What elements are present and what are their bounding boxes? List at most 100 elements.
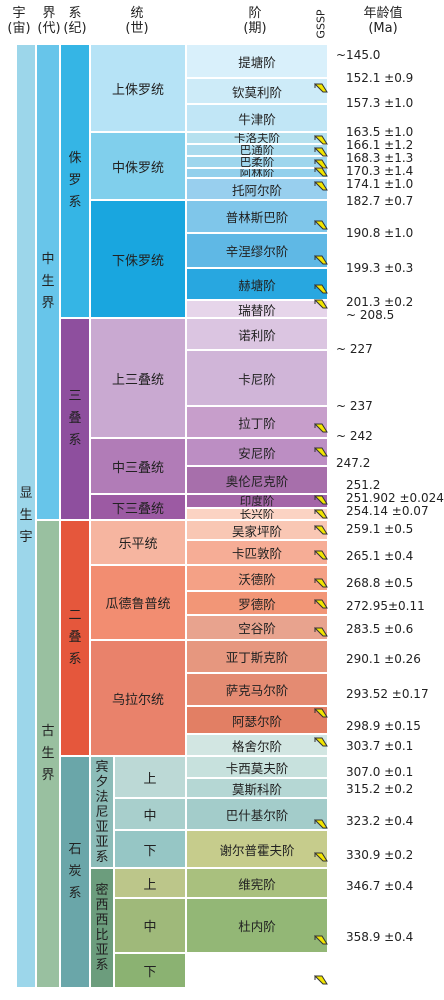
stage-cell: 卡洛夫阶 [186, 132, 328, 144]
stage-cell-label: 印度阶 [239, 494, 275, 508]
stage-cell: 奥伦尼克阶 [186, 466, 328, 494]
stage-cell: 谢尔普霍夫阶 [186, 830, 328, 868]
stage-cell: 赫塘阶 [186, 268, 328, 300]
stage-cell-label: 钦莫利阶 [231, 84, 282, 100]
series-lower-penn-label: 下 [143, 843, 157, 859]
age-value: 251.2 [346, 478, 381, 492]
stage-cell-label: 奥伦尼克阶 [225, 473, 289, 489]
stage-cell: 提塘阶 [186, 44, 328, 78]
age-value: ~145.0 [336, 48, 381, 62]
age-value: 259.1 ±0.5 [346, 522, 414, 536]
gssp-golden-spike-icon [314, 447, 328, 457]
era-mesozoic: 中生界 [36, 44, 60, 520]
stage-cell: 阿瑟尔阶 [186, 706, 328, 734]
stage-cell-label: 亚丁斯克阶 [225, 650, 289, 665]
age-value: ~ 227 [336, 342, 373, 356]
age-value: 293.52 ±0.17 [346, 687, 429, 701]
stage-cell-label: 牛津阶 [238, 111, 276, 127]
series-cisuralian-label: 乌拉尔统 [111, 692, 164, 708]
series-lopingian-label: 乐平统 [118, 537, 158, 552]
table-header: 宇 (宙) 界 (代) 系 (纪) 统 (世) 阶 (期) GSSP 年龄值 (Ma) [0, 0, 444, 44]
gssp-golden-spike-icon [314, 135, 328, 145]
stage-cell-label: 巴什基尔阶 [225, 807, 289, 823]
stage-cell: 罗德阶 [186, 591, 328, 615]
age-value: ~ 242 [336, 429, 373, 443]
stage-cell-label: 赫塘阶 [238, 277, 276, 293]
age-value: 346.7 ±0.4 [346, 879, 414, 893]
stage-cell-label: 托阿尔阶 [231, 182, 282, 198]
stage-cell-label: 巴通阶 [239, 144, 275, 156]
gssp-golden-spike-icon [314, 423, 328, 433]
age-value: ~ 208.5 [346, 308, 395, 322]
series-middle-triassic-label: 中三叠统 [111, 460, 164, 476]
series-guadalupian-label: 瓜德鲁普统 [105, 597, 171, 612]
subsystem-pennsylvanian-label: 宾夕法尼亚亚系 [95, 759, 109, 865]
stage-cell: 巴通阶 [186, 144, 328, 156]
stage-cell: 卡匹敦阶 [186, 540, 328, 565]
series-lower-penn: 下 [114, 830, 186, 868]
stage-cell: 托阿尔阶 [186, 178, 328, 200]
stage-cell-label: 普林斯巴阶 [225, 210, 289, 225]
age-value: 163.5 ±1.0 [346, 125, 414, 139]
gssp-golden-spike-icon [314, 147, 328, 157]
gssp-golden-spike-icon [314, 509, 328, 519]
stage-cell: 格舍尔阶 [186, 734, 328, 756]
series-cisuralian: 乌拉尔统 [90, 640, 186, 756]
series-lower-jurassic-label: 下侏罗统 [111, 253, 164, 269]
age-value: 201.3 ±0.2 [346, 295, 414, 309]
header-eonothem: 宇 (宙) [7, 6, 31, 36]
series-upper-penn: 上 [114, 756, 186, 798]
subsystem-mississippian-label: 密西西比亚系 [95, 883, 109, 973]
series-lopingian: 乐平统 [90, 520, 186, 565]
subsystem-pennsylvanian: 宾夕法尼亚亚系 [90, 756, 114, 868]
series-upper-triassic: 上三叠统 [90, 318, 186, 438]
era-paleozoic: 古生界 [36, 520, 60, 988]
series-middle-penn: 中 [114, 798, 186, 830]
stage-cell: 吴家坪阶 [186, 520, 328, 540]
stage-cell-label: 卡西莫夫阶 [225, 760, 289, 776]
age-value: 315.2 ±0.2 [346, 782, 414, 796]
age-value: 254.14 ±0.07 [346, 504, 429, 518]
stage-cell: 莫斯科阶 [186, 778, 328, 798]
system-permian: 二叠系 [60, 520, 90, 756]
stage-cell: 印度阶 [186, 494, 328, 508]
stage-cell-label: 空谷阶 [238, 621, 276, 636]
stage-cell-label: 莫斯科阶 [231, 781, 282, 797]
stage-cell: 钦莫利阶 [186, 78, 328, 104]
header-system: 系 (纪) [63, 6, 87, 36]
stage-cell-label: 吴家坪阶 [231, 523, 282, 539]
eon-phanerozoic-label: 显生宇 [19, 486, 33, 545]
stage-cell: 空谷阶 [186, 615, 328, 640]
gssp-golden-spike-icon [314, 525, 328, 535]
system-triassic-label: 三叠系 [68, 389, 82, 448]
series-guadalupian: 瓜德鲁普统 [90, 565, 186, 640]
age-value: 298.9 ±0.15 [346, 719, 421, 733]
era-mesozoic-label: 中生界 [41, 252, 55, 311]
stage-cell: 卡西莫夫阶 [186, 756, 328, 778]
stage-cell-label: 卡匹敦阶 [231, 546, 282, 561]
series-upper-miss-label: 上 [143, 877, 157, 893]
stage-cell-label: 卡洛夫阶 [234, 132, 280, 144]
age-value: 283.5 ±0.6 [346, 622, 414, 636]
stage-cell: 沃德阶 [186, 565, 328, 591]
stage-cell-label: 维宪阶 [238, 876, 276, 892]
gssp-golden-spike-icon [314, 284, 328, 294]
gssp-golden-spike-icon [314, 819, 328, 829]
stage-cell: 亚丁斯克阶 [186, 640, 328, 673]
stage-cell: 瑞替阶 [186, 300, 328, 318]
gssp-golden-spike-icon [314, 627, 328, 637]
gssp-golden-spike-icon [314, 167, 328, 177]
stage-cell-label: 长兴阶 [239, 508, 275, 520]
system-carboniferous: 石炭系 [60, 756, 90, 988]
gssp-golden-spike-icon [314, 975, 328, 985]
age-value: 174.1 ±1.0 [346, 177, 414, 191]
series-lower-jurassic: 下侏罗统 [90, 200, 186, 318]
series-lower-triassic-label: 下三叠统 [111, 501, 164, 517]
header-erathem: 界 (代) [37, 6, 61, 36]
series-lower-triassic: 下三叠统 [90, 494, 186, 520]
stage-cell-label: 拉丁阶 [238, 415, 276, 431]
age-value: 170.3 ±1.4 [346, 164, 414, 178]
age-value: 251.902 ±0.024 [346, 491, 444, 505]
system-carboniferous-label: 石炭系 [68, 842, 82, 901]
